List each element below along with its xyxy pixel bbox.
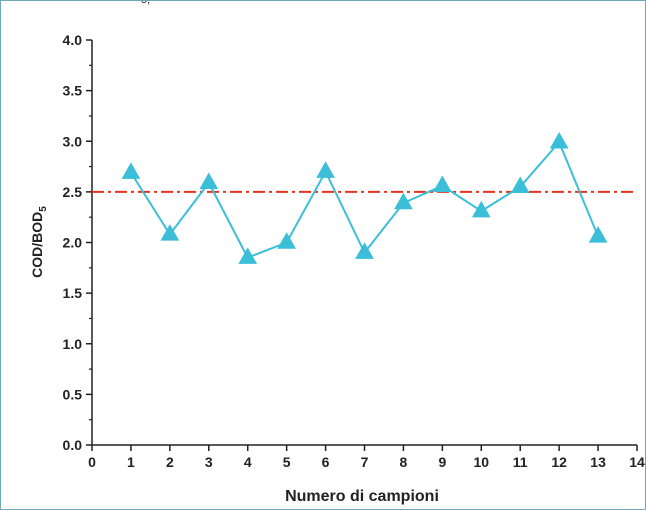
x-tick-label: 6: [322, 454, 330, 470]
y-tick-label: 2.0: [63, 235, 83, 251]
y-tick-label: 0.5: [63, 386, 83, 402]
x-tick-label: 7: [361, 454, 369, 470]
x-tick-label: 9: [438, 454, 446, 470]
x-tick-label: 3: [205, 454, 213, 470]
y-tick-label: 3.0: [63, 133, 83, 149]
data-point-marker: [277, 232, 297, 249]
y-tick-label: 0.0: [63, 437, 83, 453]
y-tick-label: 1.0: [63, 336, 83, 352]
x-tick-label: 10: [473, 454, 489, 470]
data-point-marker: [432, 175, 452, 192]
data-point-marker: [316, 161, 335, 178]
x-tick-label: 5: [283, 454, 291, 470]
x-tick-label: 12: [551, 454, 567, 470]
series-group: [121, 131, 608, 264]
x-tick-label: 14: [629, 454, 645, 470]
x-tick-label: 0: [88, 454, 96, 470]
x-tick-label: 1: [127, 454, 135, 470]
series-line: [130, 140, 599, 259]
x-tick-label: 8: [400, 454, 408, 470]
top-text-fragment: 5,: [141, 0, 151, 6]
y-tick-label: 2.5: [63, 184, 83, 200]
data-point-marker: [588, 226, 608, 243]
x-axis-title: Numero di campioni: [285, 488, 439, 505]
data-point-marker: [394, 192, 413, 210]
x-tick-label: 4: [244, 454, 252, 470]
x-tick-label: 11: [513, 454, 528, 470]
y-axis-title-subscript: 5: [38, 206, 49, 212]
data-point-marker: [510, 176, 530, 194]
x-axis: 0 1 2 3 4 5 6 7 8 9 10 11 12 13 14: [88, 444, 645, 470]
y-axis-title-main: COD/BOD: [29, 212, 45, 278]
x-tick-label: 2: [166, 454, 174, 470]
data-point-marker: [121, 162, 141, 179]
x-tick-label: 13: [590, 454, 606, 470]
data-point-marker: [471, 200, 491, 218]
data-point-marker: [199, 172, 219, 189]
y-tick-label: 3.5: [63, 83, 83, 99]
y-tick-label: 1.5: [63, 285, 83, 301]
data-point-marker: [355, 242, 374, 259]
data-point-marker: [238, 247, 258, 264]
data-point-marker: [549, 131, 569, 149]
y-axis-title: COD/BOD5: [29, 206, 49, 278]
y-tick-label: 4.0: [63, 32, 83, 48]
y-axis: 0.0 0.5 1.0 1.5 2.0 2.5 3.0 3.5 4.0: [63, 32, 93, 453]
data-point-marker: [160, 224, 180, 241]
